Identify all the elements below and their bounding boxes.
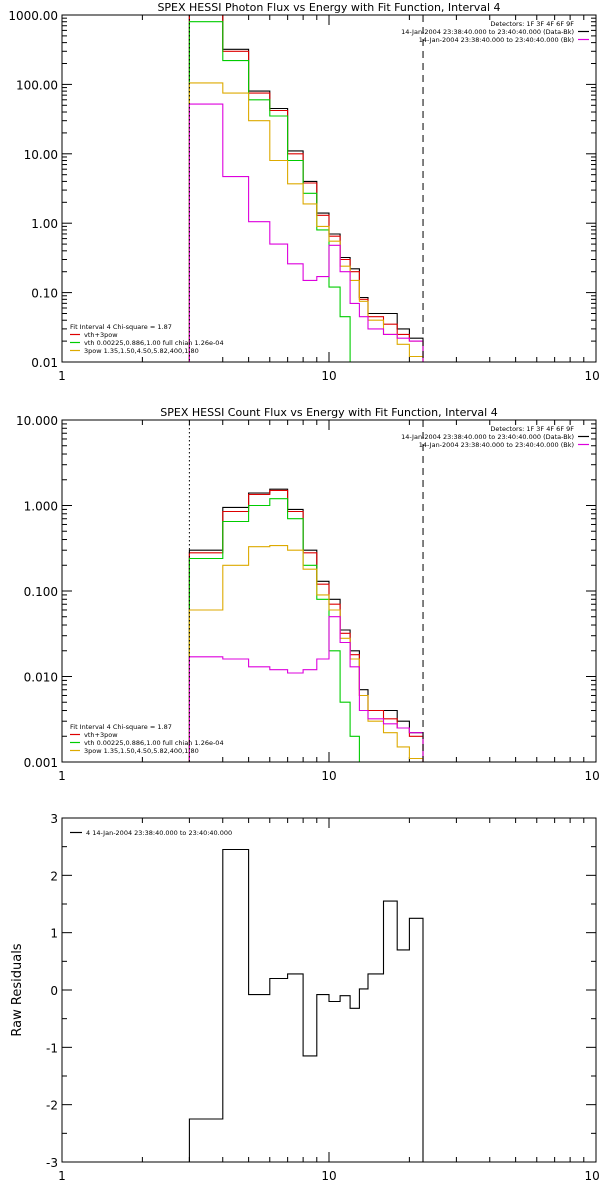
y-tick-label: 1 [50, 927, 58, 941]
fit-legend-header: Fit Interval 4 Chi-square = 1.87 [70, 323, 172, 331]
detectors-label: Detectors: 1F 3F 4F 6F 9F [490, 425, 574, 433]
interval-legend-text: 14-Jan-2004 23:38:40.000 to 23:40:40.000… [419, 36, 574, 44]
chart-title: SPEX HESSI Photon Flux vs Energy with Fi… [157, 1, 500, 14]
fit-legend-entry: 3pow 1.35,1.50,4.50,5.82,400,1.80 [84, 747, 199, 755]
series-line-s0 [188, 848, 424, 1162]
residual-legend-text: 4 14-Jan-2004 23:38:40.000 to 23:40:40.0… [86, 829, 232, 837]
y-tick-label: 0.010 [24, 671, 58, 685]
series-group [188, 15, 424, 362]
y-tick-label: 100.00 [16, 78, 58, 92]
x-tick-label: 1 [58, 1169, 66, 1183]
x-tick-label: 1 [58, 769, 66, 783]
series-line-vth [188, 21, 360, 362]
interval-legend-text: 14-Jan-2004 23:38:40.000 to 23:40:40.000… [401, 433, 574, 441]
series-line-3pow [188, 545, 424, 762]
series-line-bk [188, 103, 424, 362]
y-tick-label: -2 [46, 1099, 58, 1113]
x-tick-label: 10 [321, 769, 336, 783]
series-group [188, 488, 424, 762]
chart-panel-1: SPEX HESSI Photon Flux vs Energy with Fi… [8, 1, 600, 383]
y-tick-label: 1.000 [24, 500, 58, 514]
x-tick-label: 1 [58, 369, 66, 383]
series-line-vth+3pow [188, 15, 424, 362]
y-tick-label: 10.000 [16, 414, 58, 428]
plot-frame [61, 817, 597, 1163]
y-tick-label: 10.00 [24, 148, 58, 162]
fit-legend-entry: vth+3pow [84, 331, 118, 339]
y-tick-label: 2 [50, 869, 58, 883]
plot-frame [61, 14, 597, 363]
chart-panel-3: 1 10 100 -3 -2 -1 0 1 2 3 Raw Residuals 4 14-Jan-20… [10, 812, 600, 1183]
plot-frame [61, 419, 597, 763]
fit-legend-entry: vth 0.00225,0.886,1.00 full chian 1.26e-… [84, 739, 224, 747]
fit-legend-header: Fit Interval 4 Chi-square = 1.87 [70, 723, 172, 731]
x-tick-label: 100 [585, 1169, 600, 1183]
chart-panel-2: SPEX HESSI Count Flux vs Energy with Fit… [16, 406, 600, 783]
fit-legend-entry: vth 0.00225,0.886,1.00 full chian 1.26e-… [84, 339, 224, 347]
y-tick-label: -3 [46, 1156, 58, 1170]
y-tick-label: 0.01 [31, 356, 58, 370]
y-tick-label: 0.10 [31, 287, 58, 301]
y-tick-label: 1.00 [31, 217, 58, 231]
x-tick-label: 10 [321, 1169, 336, 1183]
series-group [188, 848, 424, 1162]
series-line-3pow [188, 82, 424, 362]
x-tick-label: 100 [585, 369, 600, 383]
series-line-vth+3pow [188, 489, 424, 762]
interval-legend-text: 14-Jan-2004 23:38:40.000 to 23:40:40.000… [419, 441, 574, 449]
y-axis-label: Raw Residuals [10, 943, 25, 1036]
x-tick-label: 100 [585, 769, 600, 783]
fit-legend-entry: 3pow 1.35,1.50,4.50,5.82,400,1.80 [84, 347, 199, 355]
chart-title: SPEX HESSI Count Flux vs Energy with Fit… [160, 406, 497, 419]
y-tick-label: 1000.00 [8, 9, 58, 23]
fit-legend-entry: vth+3pow [84, 731, 118, 739]
x-tick-label: 10 [321, 369, 336, 383]
y-tick-label: 0.001 [24, 756, 58, 770]
series-line-data-bk [188, 15, 424, 362]
interval-legend-text: 14-Jan-2004 23:38:40.000 to 23:40:40.000… [401, 28, 574, 36]
y-tick-label: 0 [50, 984, 58, 998]
y-tick-label: 3 [50, 812, 58, 826]
series-line-data-bk [188, 488, 424, 762]
series-line-bk [188, 616, 424, 762]
y-tick-label: 0.100 [24, 585, 58, 599]
series-line-vth [188, 498, 360, 762]
y-tick-label: -1 [46, 1041, 58, 1055]
detectors-label: Detectors: 1F 3F 4F 6F 9F [490, 20, 574, 28]
